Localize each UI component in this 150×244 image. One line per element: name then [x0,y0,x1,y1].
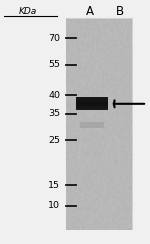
Text: 25: 25 [48,136,60,145]
Text: 10: 10 [48,201,60,210]
Bar [76,106,108,107]
Text: KDa: KDa [18,7,37,16]
Text: A: A [86,5,94,18]
Text: 70: 70 [48,34,60,43]
Bar [76,108,108,109]
Bar [76,105,108,106]
Bar [76,101,108,102]
Bar [76,104,108,105]
Bar [76,102,108,103]
Bar [76,109,108,110]
Text: 15: 15 [48,181,60,190]
Bar [76,100,108,101]
Text: 35: 35 [48,109,60,118]
Text: 40: 40 [48,91,60,100]
Bar [76,98,108,99]
Bar [76,103,108,104]
Bar [76,99,108,100]
Bar [66,19,132,230]
Bar [76,97,108,98]
Bar [76,107,108,108]
Bar [80,122,104,128]
Text: B: B [116,5,124,18]
Text: 55: 55 [48,61,60,70]
